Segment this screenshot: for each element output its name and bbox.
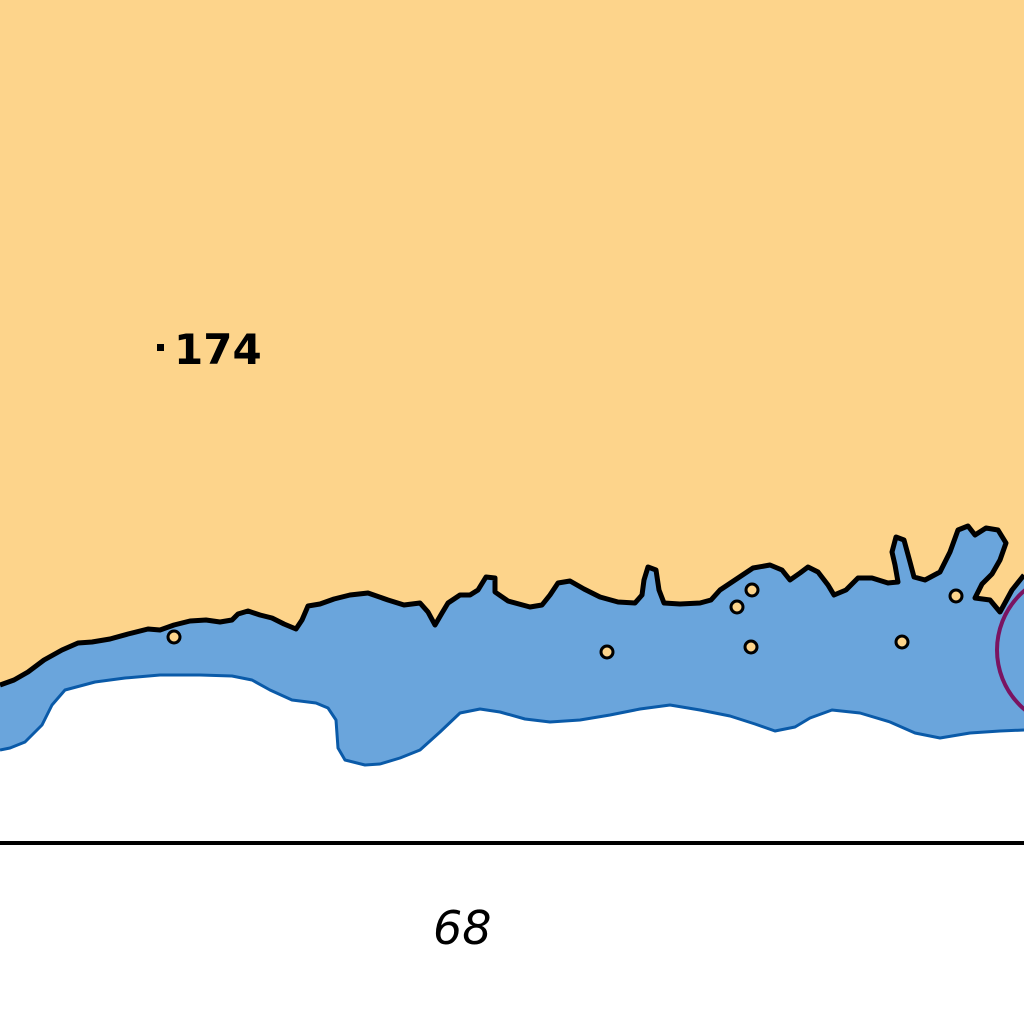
land-area bbox=[0, 0, 1024, 685]
rock-icon bbox=[894, 634, 910, 650]
rock-icon bbox=[166, 629, 182, 645]
shallow-water-area bbox=[0, 526, 1024, 765]
rocks bbox=[166, 582, 964, 660]
coastline bbox=[0, 523, 1024, 688]
square-dot-icon bbox=[157, 344, 164, 351]
depth-label: 68 bbox=[433, 901, 492, 955]
restricted-area-boundary bbox=[995, 588, 1024, 712]
rock-icon bbox=[948, 588, 964, 604]
rock-icon bbox=[743, 639, 759, 655]
rock-icon bbox=[744, 582, 760, 598]
rock-icon bbox=[729, 599, 745, 615]
rock-icon bbox=[599, 644, 615, 660]
spot-height-label: 174 bbox=[174, 325, 262, 374]
depth-contour bbox=[0, 673, 1024, 767]
